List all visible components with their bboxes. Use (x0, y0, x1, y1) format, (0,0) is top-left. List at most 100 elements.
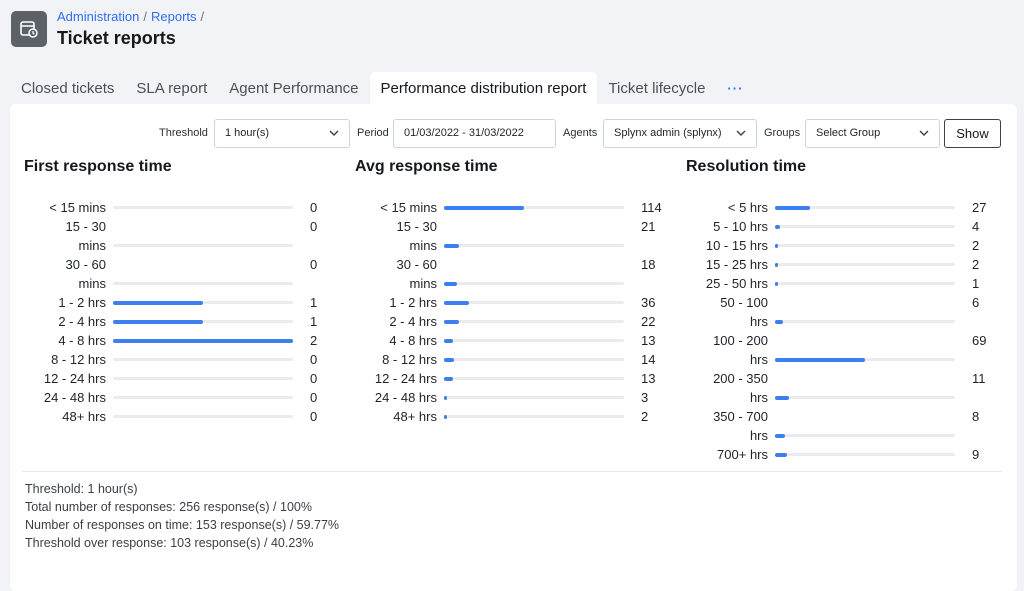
row-label-line: hrs (749, 314, 768, 329)
tab-sla-report[interactable]: SLA report (136, 80, 208, 97)
tab-ticket-lifecycle[interactable]: Ticket lifecycle (608, 80, 706, 97)
distribution-row: 15 - 30 mins 0 (24, 217, 344, 255)
bar-track (775, 281, 955, 286)
resolution-column: Resolution time < 5 hrs 27 5 - 10 hrs 4 10 -… (686, 158, 1006, 462)
report-calendar-icon (11, 11, 47, 47)
chevron-down-icon (329, 130, 339, 136)
row-label-line: mins (409, 238, 437, 253)
row-value: 21 (641, 219, 656, 234)
threshold-label: Threshold (159, 127, 208, 139)
avg-response-rows: < 15 mins 114 15 - 30 mins 21 30 - 60 mins 18 1 … (355, 198, 675, 426)
bar-track (113, 300, 293, 305)
row-value: 27 (972, 200, 987, 215)
bar-fill (113, 338, 293, 343)
distribution-row: 8 - 12 hrs 0 (24, 350, 344, 369)
bar-fill (444, 281, 457, 286)
resolution-title: Resolution time (686, 158, 807, 175)
tab-more[interactable]: ··· (727, 81, 744, 96)
threshold-select[interactable]: 1 hour(s) (214, 119, 350, 148)
row-value: 0 (310, 219, 318, 234)
row-value: 1 (310, 314, 318, 329)
report-panel (10, 104, 1017, 591)
bar-fill (444, 357, 454, 362)
distribution-row: 30 - 60 mins 0 (24, 255, 344, 293)
avg-response-title: Avg response time (355, 158, 498, 175)
bar-fill (775, 452, 787, 457)
bar-fill (444, 338, 454, 343)
distribution-row: 4 - 8 hrs 13 (355, 331, 675, 350)
distribution-row: 4 - 8 hrs 2 (24, 331, 344, 350)
bar-track (444, 338, 624, 343)
bar-fill (113, 319, 203, 324)
row-value: 0 (310, 352, 318, 367)
distribution-row: 48+ hrs 2 (355, 407, 675, 426)
agents-label: Agents (563, 127, 598, 139)
agents-select[interactable]: Splynx admin (splynx) (603, 119, 757, 148)
row-label-line: hrs (749, 352, 768, 367)
distribution-row: 1 - 2 hrs 1 (24, 293, 344, 312)
first-response-column: First response time < 15 mins 0 15 - 30 min… (24, 158, 344, 424)
tab-performance-distribution[interactable]: Performance distribution report (369, 72, 598, 105)
distribution-row: 24 - 48 hrs 0 (24, 388, 344, 407)
row-value: 2 (310, 333, 318, 348)
breadcrumb-separator: / (200, 9, 205, 24)
row-label-line: 12 - 24 hrs (43, 371, 106, 386)
bar-track (113, 396, 293, 399)
distribution-row: 15 - 30 mins 21 (355, 217, 675, 255)
distribution-row: 12 - 24 hrs 0 (24, 369, 344, 388)
row-label-line: 200 - 350 (713, 371, 768, 386)
row-label-line: hrs (749, 428, 768, 443)
distribution-row: 2 - 4 hrs 22 (355, 312, 675, 331)
period-input[interactable]: 01/03/2022 - 31/03/2022 (393, 119, 556, 148)
bar-track (775, 357, 955, 362)
tab-closed-tickets[interactable]: Closed tickets (21, 80, 115, 97)
row-label-line: 5 - 10 hrs (713, 219, 768, 234)
row-label-line: mins (409, 276, 437, 291)
breadcrumb-reports[interactable]: Reports (151, 9, 197, 24)
bar-fill (775, 433, 786, 438)
bar-track (775, 433, 955, 438)
bar-fill (444, 414, 447, 419)
groups-label: Groups (764, 127, 801, 139)
bar-track (113, 377, 293, 380)
row-label-line: 8 - 12 hrs (51, 352, 106, 367)
row-label-line: 24 - 48 hrs (374, 390, 437, 405)
row-label-line: 50 - 100 (720, 295, 768, 310)
chevron-down-icon (919, 130, 929, 136)
row-label-line: < 15 mins (380, 200, 437, 215)
groups-select[interactable]: Select Group (805, 119, 940, 148)
filter-bar: Threshold 1 hour(s) Period 01/03/2022 - … (0, 119, 1024, 149)
row-label-line: 350 - 700 (713, 409, 768, 424)
distribution-row: 12 - 24 hrs 13 (355, 369, 675, 388)
breadcrumb-separator: / (143, 9, 147, 24)
groups-value: Select Group (816, 127, 881, 139)
row-label-line: 100 - 200 (713, 333, 768, 348)
bar-track (113, 206, 293, 209)
row-label-line: 48+ hrs (393, 409, 437, 424)
bar-fill (775, 357, 865, 362)
bar-fill (775, 281, 778, 286)
summary-threshold: Threshold: 1 hour(s) (25, 482, 138, 496)
bar-track (444, 281, 624, 286)
row-value: 1 (972, 276, 980, 291)
show-button[interactable]: Show (944, 119, 1001, 148)
summary-on-time: Number of responses on time: 153 respons… (25, 518, 340, 532)
row-label-line: 4 - 8 hrs (389, 333, 437, 348)
bar-track (113, 244, 293, 247)
resolution-rows: < 5 hrs 27 5 - 10 hrs 4 10 - 15 hrs 2 15 - 25 … (686, 198, 1006, 464)
distribution-row: 24 - 48 hrs 3 (355, 388, 675, 407)
row-value: 69 (972, 333, 987, 348)
row-value: 0 (310, 390, 318, 405)
breadcrumb-administration[interactable]: Administration (57, 9, 140, 24)
row-value: 0 (310, 257, 318, 272)
row-value: 6 (972, 295, 980, 310)
row-label-line: 15 - 30 (65, 219, 106, 234)
distribution-row: 200 - 350 hrs 11 (686, 369, 1006, 407)
report-tabs: Closed tickets SLA report Agent Performa… (10, 72, 754, 105)
bar-track (775, 224, 955, 229)
bar-track (113, 415, 293, 418)
tab-agent-performance[interactable]: Agent Performance (229, 80, 359, 97)
summary-over: Threshold over response: 103 response(s)… (25, 536, 314, 550)
row-value: 3 (641, 390, 649, 405)
